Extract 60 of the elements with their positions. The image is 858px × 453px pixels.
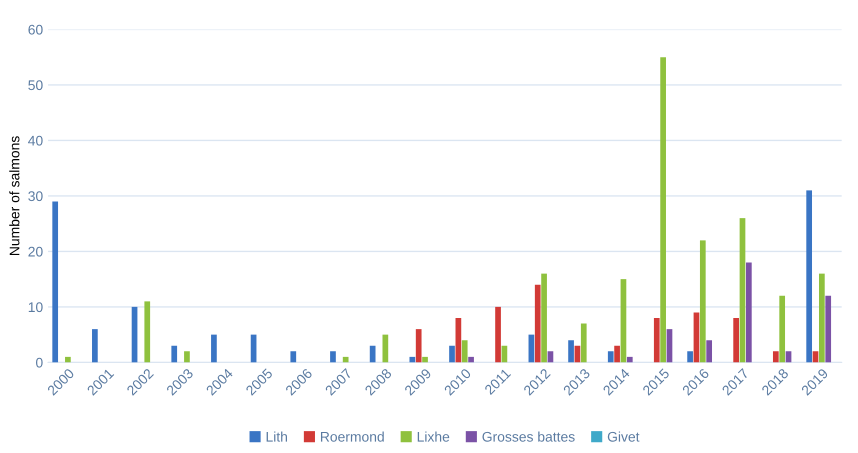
bar <box>786 351 792 362</box>
bar <box>534 284 541 362</box>
legend-label: Givet <box>608 432 640 442</box>
bar <box>568 340 574 362</box>
bar <box>171 346 178 362</box>
bar <box>495 306 501 362</box>
bar <box>772 351 779 362</box>
bar <box>382 334 388 362</box>
bar <box>812 351 818 362</box>
bar <box>456 318 462 362</box>
bar <box>706 340 712 362</box>
bar <box>548 351 554 362</box>
y-tick-label: 30 <box>28 191 43 202</box>
bar <box>211 334 217 362</box>
bar <box>666 329 672 362</box>
y-axis-title: Number of salmons <box>9 136 20 255</box>
bar <box>52 201 58 362</box>
bar <box>740 218 746 362</box>
bar <box>502 346 508 362</box>
legend-label: Lixhe <box>418 432 450 442</box>
bar <box>779 296 786 362</box>
legend-label: Lith <box>266 432 287 442</box>
bar <box>528 334 534 362</box>
y-tick-label: 50 <box>28 80 43 90</box>
bar <box>825 296 832 362</box>
bar <box>700 240 706 362</box>
bar <box>614 346 620 362</box>
bar <box>422 356 428 362</box>
bar <box>132 306 138 362</box>
bar <box>580 324 587 362</box>
bar <box>370 346 376 362</box>
bar <box>330 351 336 362</box>
legend-label: Roermond <box>320 432 384 442</box>
y-tick-label: 10 <box>28 302 43 312</box>
bar <box>687 351 693 362</box>
bar <box>620 279 626 362</box>
bar <box>806 190 812 362</box>
bar <box>694 312 700 362</box>
bar <box>746 262 752 362</box>
bar <box>654 318 660 362</box>
bar <box>290 351 296 362</box>
bar <box>608 351 614 362</box>
y-tick-label: 60 <box>28 24 43 35</box>
bar <box>92 329 98 362</box>
bar <box>733 318 739 362</box>
bar <box>468 356 474 362</box>
bar <box>184 351 190 362</box>
bar <box>660 57 666 362</box>
bar <box>541 274 547 362</box>
y-tick-label: 0 <box>36 358 43 368</box>
bar <box>819 274 825 362</box>
legend-label: Grosses battes <box>482 432 575 442</box>
bar <box>416 329 422 362</box>
y-tick-label: 40 <box>28 136 43 146</box>
bar <box>462 340 468 362</box>
bar <box>449 346 455 362</box>
bar <box>574 346 580 362</box>
bar <box>250 334 256 362</box>
bar <box>144 301 150 362</box>
y-tick-label: 20 <box>28 246 43 257</box>
